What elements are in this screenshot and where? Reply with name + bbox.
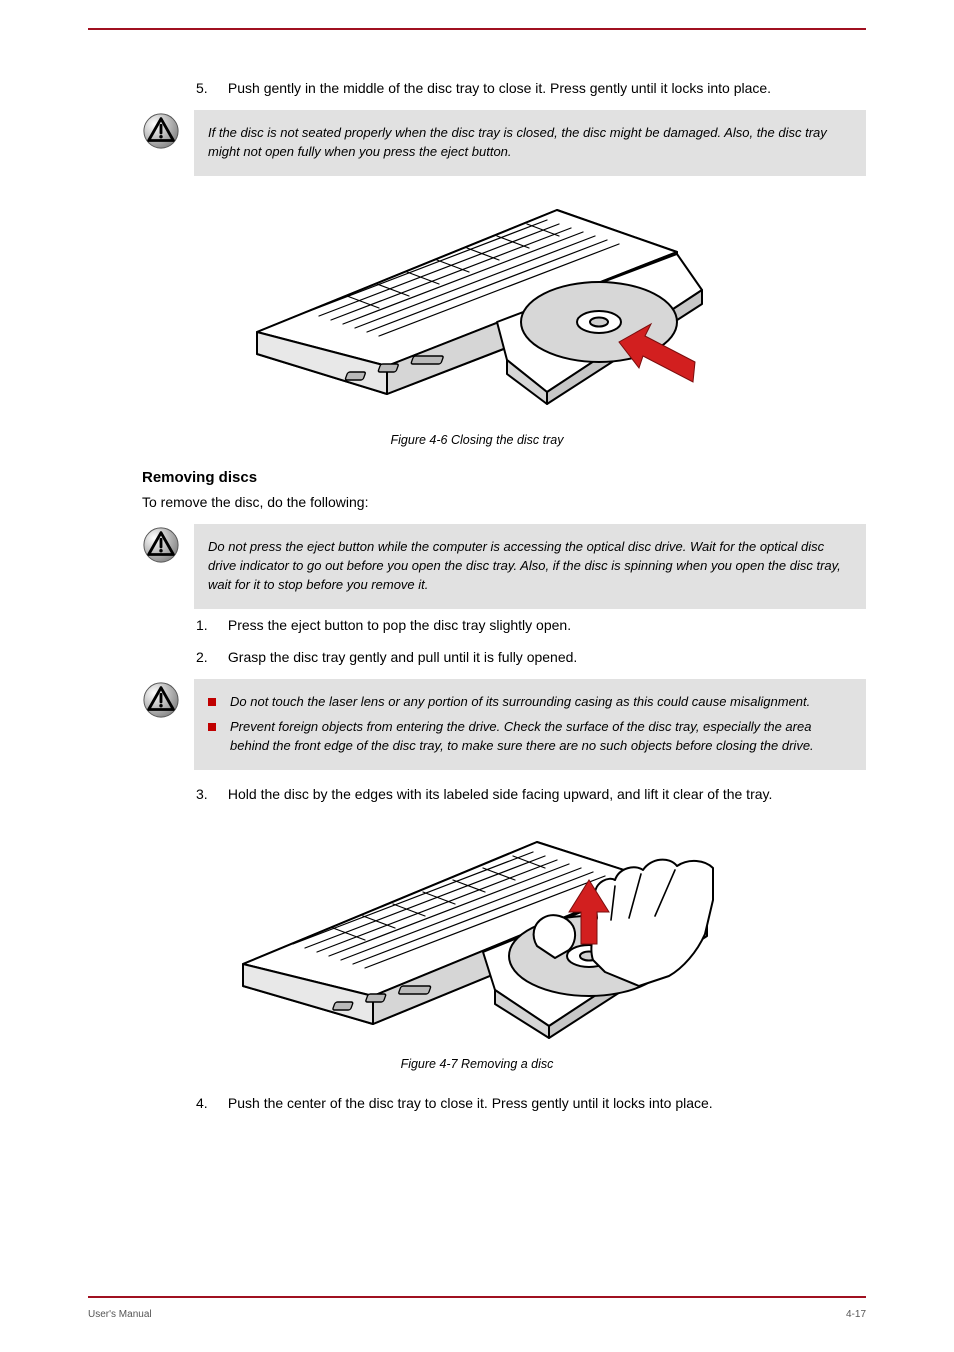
- figure-closing-tray: [88, 182, 866, 427]
- caution-icon: [142, 681, 180, 719]
- caution-text: If the disc is not seated properly when …: [194, 110, 866, 176]
- step-5: 5. Push gently in the middle of the disc…: [196, 78, 866, 98]
- step-number: 2.: [196, 647, 224, 667]
- step-2: 2. Grasp the disc tray gently and pull u…: [196, 647, 866, 667]
- top-rule: [88, 28, 866, 30]
- step-text: Press the eject button to pop the disc t…: [228, 615, 862, 635]
- step-4: 4. Push the center of the disc tray to c…: [196, 1093, 866, 1113]
- caution-text: Do not press the eject button while the …: [194, 524, 866, 609]
- step-number: 1.: [196, 615, 224, 635]
- caution-icon: [142, 526, 180, 564]
- step-text: Hold the disc by the edges with its labe…: [228, 784, 862, 804]
- bottom-rule: [88, 1296, 866, 1298]
- caution-icon: [142, 112, 180, 150]
- footer-right: 4-17: [846, 1309, 866, 1320]
- step-3: 3. Hold the disc by the edges with its l…: [196, 784, 866, 804]
- removing-discs-intro: To remove the disc, do the following:: [142, 492, 866, 512]
- figure-caption-2: Figure 4-7 Removing a disc: [88, 1057, 866, 1071]
- removing-discs-heading: Removing discs: [142, 469, 866, 486]
- step-1: 1. Press the eject button to pop the dis…: [196, 615, 866, 635]
- figure-removing-disc: [88, 816, 866, 1051]
- figure-caption-1: Figure 4-6 Closing the disc tray: [88, 433, 866, 447]
- step-text: Push the center of the disc tray to clos…: [228, 1093, 862, 1113]
- step-text: Push gently in the middle of the disc tr…: [228, 78, 862, 98]
- step-number: 5.: [196, 78, 224, 98]
- caution-block-1: If the disc is not seated properly when …: [142, 110, 866, 176]
- step-number: 3.: [196, 784, 224, 804]
- caution-block-2: Do not press the eject button while the …: [142, 524, 866, 609]
- caution-text-list: Do not touch the laser lens or any porti…: [194, 679, 866, 770]
- caution-block-3: Do not touch the laser lens or any porti…: [142, 679, 866, 770]
- footer-left: User's Manual: [88, 1309, 152, 1320]
- caution-item-1: Do not touch the laser lens or any porti…: [208, 693, 848, 712]
- caution-item-2: Prevent foreign objects from entering th…: [208, 718, 848, 756]
- step-text: Grasp the disc tray gently and pull unti…: [228, 647, 862, 667]
- step-number: 4.: [196, 1093, 224, 1113]
